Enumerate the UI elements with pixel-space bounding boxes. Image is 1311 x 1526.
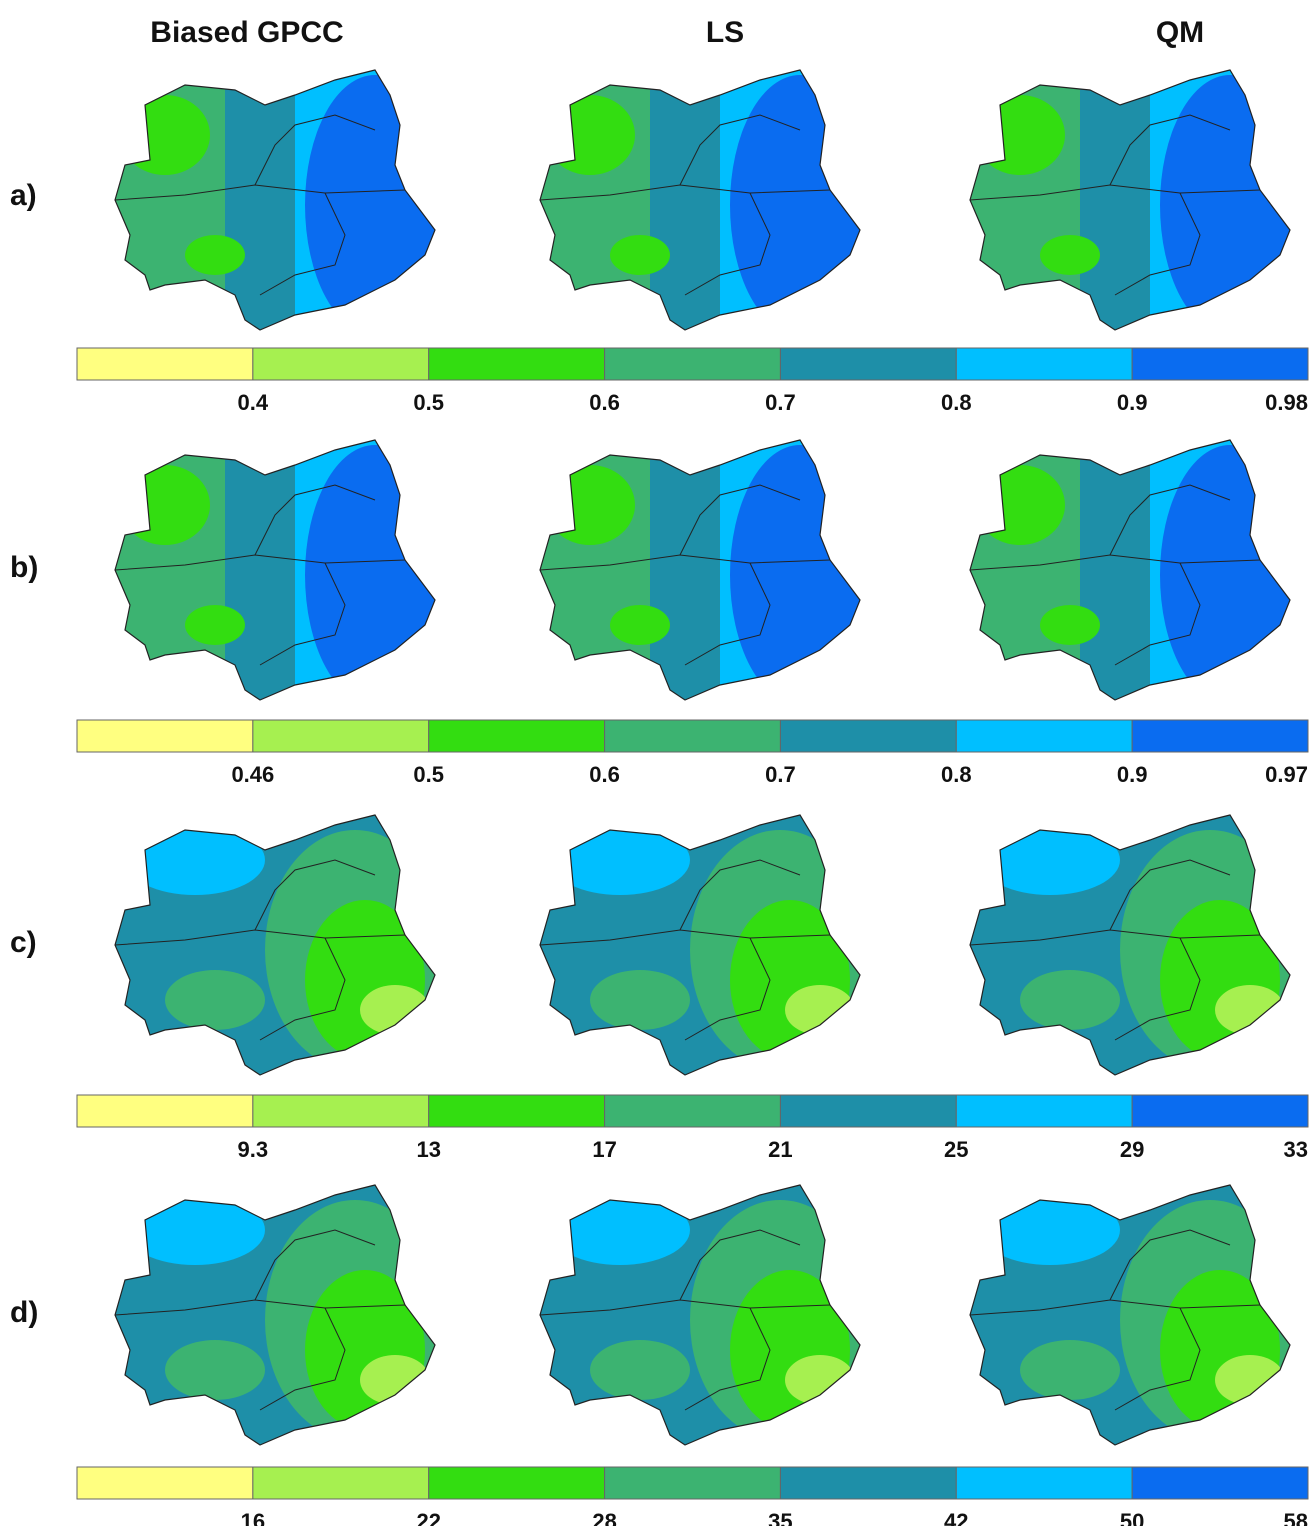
map <box>95 65 445 335</box>
colorbar-segment <box>77 1467 253 1499</box>
colorbar-label: 42 <box>944 1509 968 1526</box>
colorbar-segment <box>605 1467 781 1499</box>
map <box>950 1180 1300 1450</box>
colorbar-label: 0.98 <box>1265 390 1308 415</box>
map <box>95 810 445 1080</box>
colorbar-segment <box>1132 1467 1308 1499</box>
colorbar-label: 28 <box>592 1509 616 1526</box>
colorbar-segment <box>780 720 956 752</box>
colorbar-segment <box>956 720 1132 752</box>
colorbar-segment <box>77 348 253 380</box>
map <box>520 435 870 705</box>
map <box>95 1180 445 1450</box>
row-label: c) <box>10 926 37 959</box>
colorbar-segment <box>253 1095 429 1127</box>
figure: Biased GPCC LS QM a) b) c) d) 0.4 0.5 0.6 0… <box>0 0 1311 1526</box>
colorbar-label: 0.8 <box>941 762 972 787</box>
colorbar-label: 0.97 <box>1265 762 1308 787</box>
colorbar-label: 13 <box>416 1137 440 1162</box>
row-label: a) <box>10 179 37 212</box>
colorbar-label: 0.9 <box>1117 762 1148 787</box>
colorbar-segment <box>1132 1095 1308 1127</box>
row-label: d) <box>10 1296 38 1329</box>
colorbar-label: 25 <box>944 1137 968 1162</box>
colorbar-segment <box>1132 720 1308 752</box>
colorbar-segment <box>605 720 781 752</box>
column-title: Biased GPCC <box>150 16 343 49</box>
colorbar-label: 0.9 <box>1117 390 1148 415</box>
colorbar-label: 0.7 <box>765 762 796 787</box>
column-title: QM <box>1156 16 1204 49</box>
map <box>950 435 1300 705</box>
map <box>950 810 1300 1080</box>
colorbar-segment <box>253 348 429 380</box>
colorbar-label: 0.5 <box>413 762 444 787</box>
map <box>520 810 870 1080</box>
colorbar-segment <box>956 348 1132 380</box>
colorbar-label: 21 <box>768 1137 792 1162</box>
colorbar-segment <box>780 1467 956 1499</box>
colorbar-label: 0.46 <box>231 762 274 787</box>
colorbar-label: 0.7 <box>765 390 796 415</box>
colorbar-label: 33 <box>1284 1137 1308 1162</box>
colorbar-segment <box>429 1095 605 1127</box>
colorbar-segment <box>780 1095 956 1127</box>
map <box>520 65 870 335</box>
colorbar-label: 58 <box>1284 1509 1308 1526</box>
colorbar-segment <box>605 348 781 380</box>
colorbar-segment <box>1132 348 1308 380</box>
column-title: LS <box>706 16 744 49</box>
colorbar-label: 50 <box>1120 1509 1144 1526</box>
colorbar-segment <box>956 1095 1132 1127</box>
map <box>95 435 445 705</box>
colorbar-segment <box>77 720 253 752</box>
colorbar-label: 0.6 <box>589 762 620 787</box>
colorbar-segment <box>956 1467 1132 1499</box>
colorbar-segment <box>780 348 956 380</box>
colorbar-segment <box>253 720 429 752</box>
colorbar-label: 17 <box>592 1137 616 1162</box>
colorbar-segment <box>77 1095 253 1127</box>
colorbar-label: 16 <box>241 1509 265 1526</box>
colorbar-segment <box>253 1467 429 1499</box>
colorbar-label: 35 <box>768 1509 792 1526</box>
colorbar-label: 0.5 <box>413 390 444 415</box>
colorbar-segment <box>429 720 605 752</box>
colorbar-label: 22 <box>416 1509 440 1526</box>
colorbar-label: 29 <box>1120 1137 1144 1162</box>
row-label: b) <box>10 551 38 584</box>
colorbar-label: 0.8 <box>941 390 972 415</box>
colorbar-label: 9.3 <box>238 1137 269 1162</box>
colorbar-segment <box>429 1467 605 1499</box>
colorbar-label: 0.4 <box>238 390 269 415</box>
map <box>520 1180 870 1450</box>
colorbar-segment <box>429 348 605 380</box>
colorbar-segment <box>605 1095 781 1127</box>
colorbar-label: 0.6 <box>589 390 620 415</box>
map <box>950 65 1300 335</box>
